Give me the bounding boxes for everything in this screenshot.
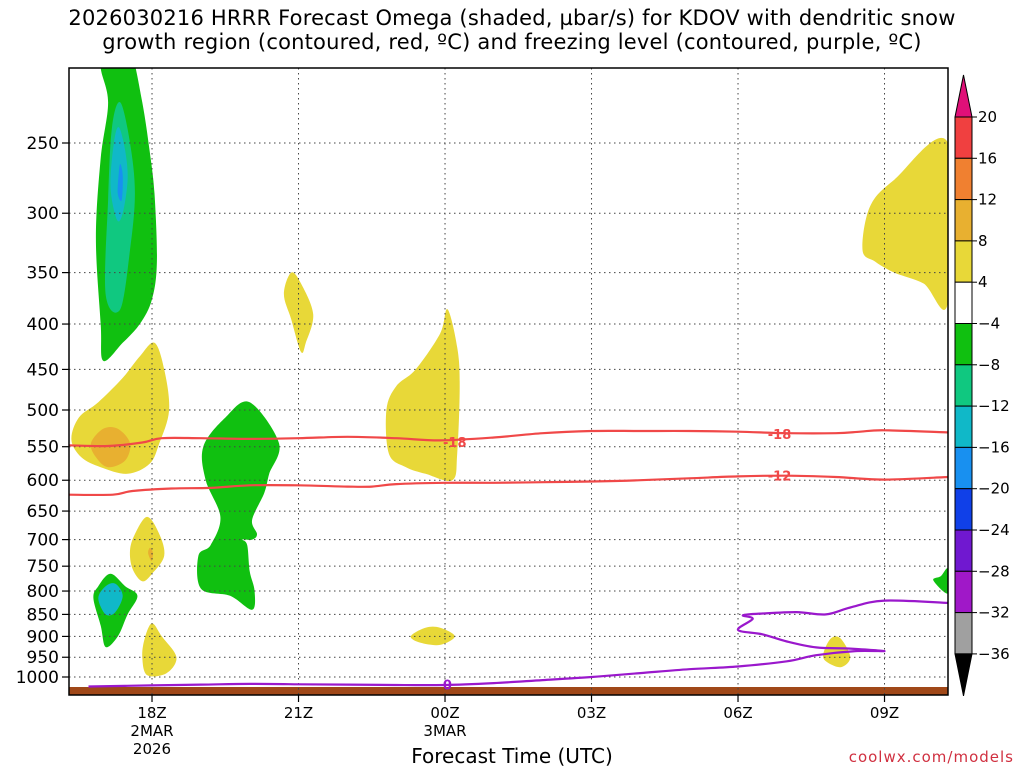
contour-label: -18 xyxy=(443,436,467,451)
omega-shaded-region xyxy=(385,309,460,482)
colorbar-label: −16 xyxy=(978,438,1010,456)
title-line-1: 2026030216 HRRR Forecast Omega (shaded, … xyxy=(68,6,956,30)
colorbar-label: 16 xyxy=(978,149,997,167)
colorbar-label: 8 xyxy=(978,232,988,250)
colorbar-label: −20 xyxy=(978,480,1010,498)
y-tick-label: 300 xyxy=(27,204,59,224)
colorbar-bottom-arrow xyxy=(954,653,973,696)
omega-shaded-region xyxy=(142,623,177,677)
colorbar-segment xyxy=(954,488,973,531)
credit-text: coolwx.com/models xyxy=(848,748,1014,766)
y-tick-label: 1000 xyxy=(16,668,59,688)
x-axis-title: Forecast Time (UTC) xyxy=(411,744,613,768)
colorbar-label: −28 xyxy=(978,562,1010,580)
y-tick-label: 700 xyxy=(27,531,59,551)
colorbar-segment xyxy=(954,570,973,614)
contour-labels: -18 -18 -12 0 xyxy=(443,428,792,694)
colorbar-segment xyxy=(954,446,973,490)
chart-title: 2026030216 HRRR Forecast Omega (shaded, … xyxy=(0,6,1024,54)
y-tick-label: 450 xyxy=(27,360,59,380)
contour-label: -18 xyxy=(768,428,792,443)
y-tick-label: 850 xyxy=(27,605,59,625)
colorbar-segment xyxy=(954,612,973,655)
x-tick-label: 00Z xyxy=(430,704,459,722)
omega-shaded-region xyxy=(129,516,165,582)
colorbar-segment xyxy=(954,116,973,159)
grid-lines xyxy=(69,68,948,695)
y-tick-label: 550 xyxy=(27,438,59,458)
x-tick-label: 06Z xyxy=(723,704,752,722)
colorbar-label: −36 xyxy=(978,645,1010,663)
contour-label: 0 xyxy=(443,679,452,694)
title-line-2: growth region (contoured, red, ºC) and f… xyxy=(102,30,922,54)
colorbar-segment xyxy=(954,323,973,366)
colorbar-segment xyxy=(954,281,973,325)
x-tick-date-label: 2MAR xyxy=(130,722,173,740)
colorbar-label: −32 xyxy=(978,604,1010,622)
colorbar-label: −24 xyxy=(978,521,1010,539)
omega-shaded-region xyxy=(933,568,948,594)
omega-shaded-region xyxy=(862,137,948,310)
colorbar: 20 16 12 8 4 −4 −8 −12 −16 −20 −24 −28 −32 −36 xyxy=(954,74,1010,696)
colorbar-label: 4 xyxy=(978,273,988,291)
y-tick-label: 600 xyxy=(27,471,59,491)
y-tick-label: 400 xyxy=(27,315,59,335)
omega-shaded-region xyxy=(283,272,314,354)
surface-band xyxy=(69,687,948,695)
colorbar-label: −12 xyxy=(978,397,1010,415)
colorbar-label: −4 xyxy=(978,315,1000,333)
y-tick-label: 500 xyxy=(27,401,59,421)
x-tick-label: 03Z xyxy=(577,704,606,722)
contour-line xyxy=(88,599,948,688)
x-tick-date-label: 3MAR xyxy=(423,722,466,740)
contour-label: -12 xyxy=(768,470,792,485)
shaded-regions xyxy=(71,68,948,677)
colorbar-segment xyxy=(954,157,973,201)
x-tick-label: 18Z xyxy=(137,704,166,722)
colorbar-top-arrow xyxy=(954,74,973,118)
y-tick-label: 800 xyxy=(27,582,59,602)
colorbar-segment xyxy=(954,405,973,448)
x-tick-year-label: 2026 xyxy=(133,740,171,758)
colorbar-label: −8 xyxy=(978,356,1000,374)
omega-shaded-region xyxy=(90,427,131,468)
colorbar-label: 12 xyxy=(978,191,997,209)
contour-lines xyxy=(69,429,948,688)
y-axis: 2503003504004505005506006507007508008509… xyxy=(16,134,69,688)
x-tick-label: 09Z xyxy=(870,704,899,722)
omega-shaded-region xyxy=(197,401,280,610)
colorbar-segment xyxy=(954,199,973,242)
y-tick-label: 750 xyxy=(27,557,59,577)
omega-shaded-region xyxy=(117,163,123,202)
y-tick-label: 900 xyxy=(27,627,59,647)
contour-line xyxy=(69,429,948,448)
colorbar-label: 20 xyxy=(978,108,997,126)
contour-line xyxy=(69,474,948,497)
omega-shaded-region xyxy=(148,547,154,561)
colorbar-segment xyxy=(954,364,973,407)
omega-shaded-region xyxy=(410,626,455,646)
y-tick-label: 350 xyxy=(27,264,59,284)
y-tick-label: 250 xyxy=(27,134,59,154)
plot-frame xyxy=(68,67,949,696)
colorbar-segment xyxy=(954,529,973,572)
y-tick-label: 950 xyxy=(27,648,59,668)
x-tick-label: 21Z xyxy=(284,704,313,722)
colorbar-segment xyxy=(954,240,973,283)
y-tick-label: 650 xyxy=(27,502,59,522)
